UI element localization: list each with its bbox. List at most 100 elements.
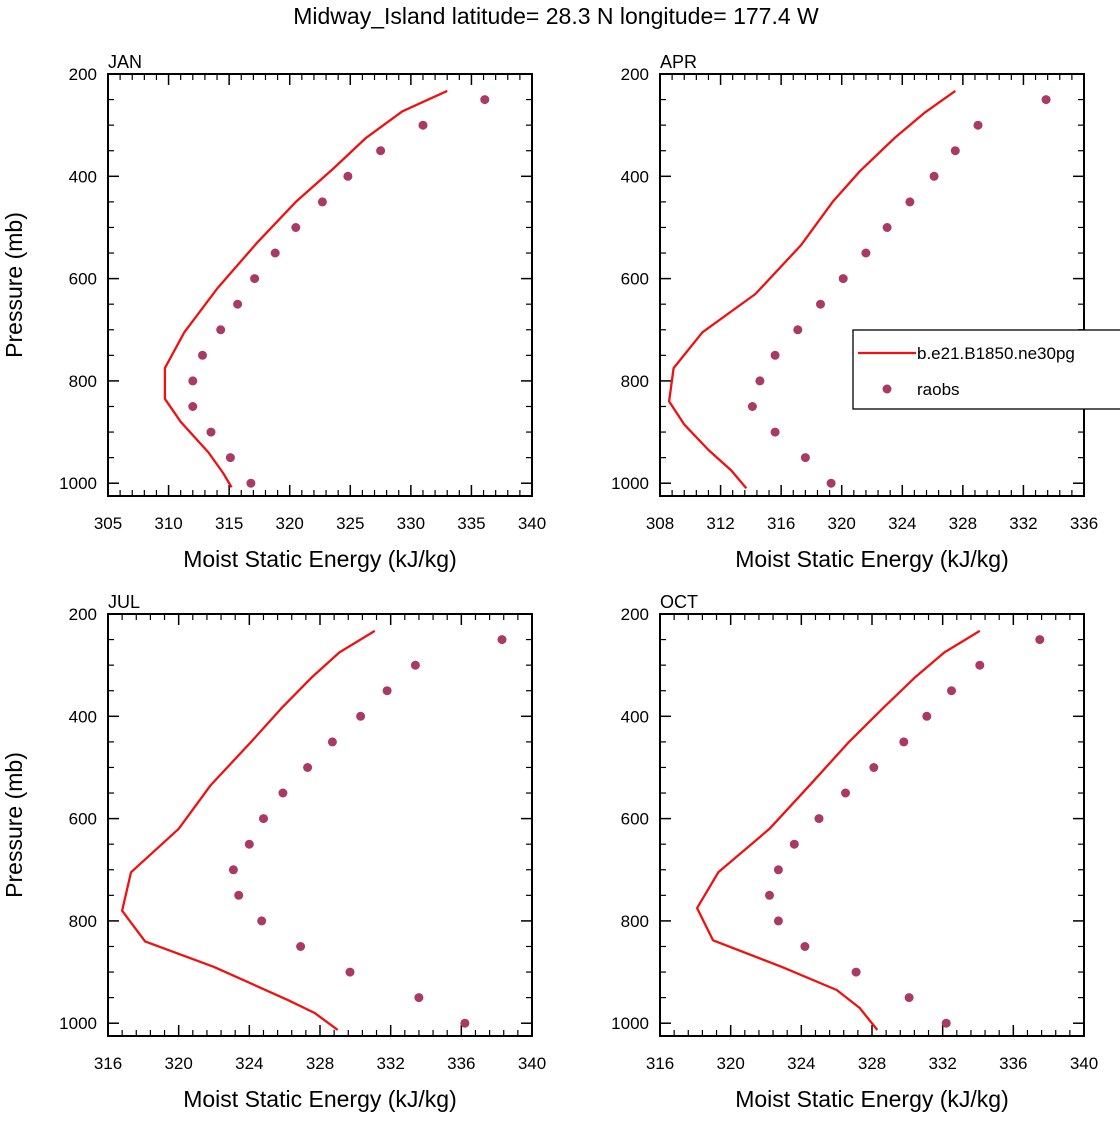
raobs-point [291, 223, 301, 232]
x-tick-label: 330 [397, 514, 425, 533]
raobs-point [327, 737, 337, 747]
raobs-point [800, 453, 810, 463]
figure-title: Midway_Island latitude= 28.3 N longitude… [293, 3, 819, 29]
raobs-point [770, 427, 780, 437]
y-tick-label: 600 [621, 810, 649, 829]
raobs-point [303, 763, 313, 772]
panel-jan: 305 310 315 320 325 330 335 340 200 400 600 800 1000… [1, 52, 546, 572]
raobs-point [345, 967, 355, 977]
panel-label: APR [660, 52, 697, 72]
raobs-point [460, 1018, 470, 1028]
plot-frame [659, 73, 1085, 497]
raobs-point [480, 95, 490, 105]
panel-oct: 316 320 324 328 332 336 340 200 400 600 800 1000 OCT… [611, 592, 1098, 1112]
raobs-point [851, 967, 861, 977]
raobs-point [838, 274, 848, 284]
plot-frame [659, 613, 1085, 1037]
plot-frame [107, 613, 533, 1037]
x-tick-label: 305 [94, 514, 122, 533]
x-tick-label: 312 [706, 514, 734, 533]
y-tick-label: 1000 [611, 1014, 649, 1033]
x-tick-label: 340 [1070, 1054, 1098, 1073]
x-tick-label: 336 [1070, 514, 1098, 533]
x-tick-label: 332 [1009, 514, 1037, 533]
y-tick-label: 800 [621, 372, 649, 391]
y-tick-label: 600 [621, 270, 649, 289]
x-axis-label: Moist Static Energy (kJ/kg) [183, 1086, 457, 1112]
raobs-point [765, 890, 774, 900]
x-tick-label: 310 [154, 514, 182, 533]
raobs-point [975, 660, 985, 670]
y-tick-label: 400 [69, 707, 97, 726]
raobs-point [755, 376, 765, 386]
raobs-point [233, 299, 243, 309]
y-axis-label: Pressure (mb) [1, 212, 27, 358]
raobs-point [270, 248, 280, 258]
raobs-point [317, 197, 327, 207]
x-tick-label: 320 [716, 1054, 744, 1073]
raobs-point [789, 839, 799, 849]
panel-jul: 316 320 324 328 332 336 340 200 400 600 800 1000 JUL… [1, 592, 546, 1112]
panel-apr: 308 312 316 320 324 328 332 336 200 400 600 800 1000… [611, 52, 1098, 572]
raobs-point [234, 890, 244, 900]
panel-label: OCT [660, 592, 698, 612]
model-profile-line [120, 629, 376, 1031]
x-tick-label: 332 [928, 1054, 956, 1073]
y-tick-label: 600 [69, 270, 97, 289]
raobs-point [246, 478, 256, 488]
raobs-point [497, 635, 507, 645]
x-tick-label: 324 [235, 1054, 263, 1073]
raobs-point [841, 788, 850, 798]
x-axis-label: Moist Static Energy (kJ/kg) [735, 1086, 1009, 1112]
x-tick-label: 328 [949, 514, 977, 533]
raobs-point [882, 223, 892, 232]
model-profile-line [163, 89, 448, 488]
raobs-point [816, 299, 825, 309]
x-tick-label: 320 [828, 514, 856, 533]
raobs-point [1041, 95, 1051, 105]
x-tick-label: 316 [767, 514, 795, 533]
raobs-point [278, 788, 288, 798]
x-tick-label: 320 [164, 1054, 192, 1073]
raobs-point [899, 737, 909, 747]
raobs-point [773, 865, 783, 875]
raobs-point [418, 120, 428, 130]
raobs-point [244, 839, 254, 849]
raobs-point [414, 993, 424, 1003]
raobs-point [296, 942, 306, 951]
raobs-point [343, 171, 353, 181]
x-tick-label: 328 [858, 1054, 886, 1073]
raobs-point [747, 402, 757, 411]
x-axis-label: Moist Static Energy (kJ/kg) [735, 546, 1009, 572]
x-tick-label: 324 [787, 1054, 815, 1073]
plot-frame [107, 73, 533, 497]
y-tick-label: 800 [621, 912, 649, 931]
legend-model-label: b.e21.B1850.ne30pg [917, 344, 1075, 363]
y-tick-label: 600 [69, 810, 97, 829]
raobs-point [773, 916, 783, 926]
x-tick-label: 315 [215, 514, 243, 533]
raobs-point [869, 763, 879, 772]
x-tick-label: 336 [447, 1054, 475, 1073]
y-axis-label: Pressure (mb) [1, 752, 27, 898]
y-tick-label: 200 [69, 65, 97, 84]
raobs-point [929, 171, 939, 181]
legend-obs-label: raobs [917, 380, 960, 399]
model-profile-line [695, 629, 981, 1031]
legend-marker-swatch [882, 384, 892, 394]
raobs-point [376, 146, 386, 156]
raobs-point [356, 711, 366, 721]
legend: b.e21.B1850.ne30pg raobs [852, 329, 1120, 410]
raobs-point [257, 916, 267, 926]
raobs-point [904, 993, 914, 1003]
y-tick-label: 200 [69, 605, 97, 624]
x-tick-label: 328 [306, 1054, 334, 1073]
x-tick-label: 324 [888, 514, 916, 533]
raobs-point [206, 427, 216, 437]
raobs-point [826, 478, 836, 488]
raobs-point [941, 1018, 951, 1028]
raobs-point [947, 686, 956, 696]
raobs-point [861, 248, 871, 258]
raobs-point [770, 350, 780, 360]
